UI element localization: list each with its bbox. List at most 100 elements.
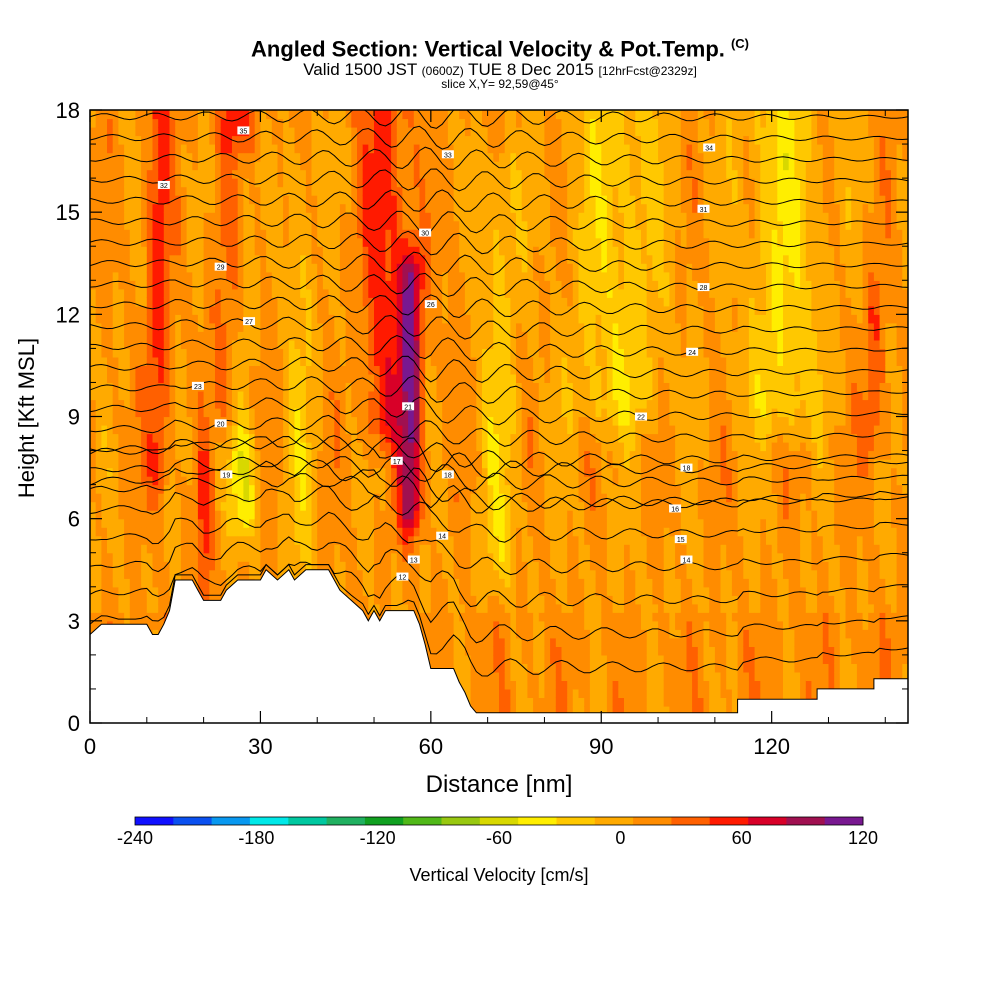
velocity-cell xyxy=(402,118,409,128)
velocity-cell xyxy=(413,595,421,605)
velocity-cell xyxy=(362,501,369,511)
velocity-cell xyxy=(322,433,330,443)
velocity-cell xyxy=(180,229,188,239)
velocity-cell xyxy=(163,365,171,375)
velocity-cell xyxy=(192,348,199,358)
velocity-cell xyxy=(311,118,318,128)
velocity-cell xyxy=(197,518,205,528)
velocity-cell xyxy=(254,220,261,230)
velocity-cell xyxy=(266,552,273,562)
velocity-cell xyxy=(243,450,250,460)
velocity-cell xyxy=(237,254,244,264)
velocity-cell xyxy=(203,195,210,205)
velocity-cell xyxy=(442,433,449,443)
velocity-cell xyxy=(339,144,347,154)
velocity-cell xyxy=(436,280,443,290)
velocity-cell xyxy=(425,425,432,435)
velocity-cell xyxy=(447,612,455,622)
velocity-cell xyxy=(425,450,432,460)
velocity-cell xyxy=(203,220,210,230)
velocity-cell xyxy=(152,373,159,383)
velocity-cell xyxy=(135,459,142,469)
velocity-cell xyxy=(192,331,199,341)
velocity-cell xyxy=(311,408,318,418)
velocity-cell xyxy=(317,263,324,273)
velocity-cell xyxy=(152,629,159,639)
velocity-cell xyxy=(436,578,443,588)
velocity-cell xyxy=(419,161,426,171)
velocity-cell xyxy=(90,425,97,435)
velocity-cell xyxy=(396,578,404,588)
velocity-cell xyxy=(374,305,381,315)
velocity-cell xyxy=(283,518,290,528)
velocity-cell xyxy=(158,612,165,622)
velocity-cell xyxy=(95,127,102,137)
velocity-cell xyxy=(283,135,290,145)
velocity-cell xyxy=(107,391,114,401)
velocity-cell xyxy=(152,399,159,409)
velocity-cell xyxy=(232,382,239,392)
velocity-cell xyxy=(175,263,182,273)
velocity-cell xyxy=(402,314,409,324)
velocity-cell xyxy=(180,348,188,358)
velocity-cell xyxy=(322,305,330,315)
velocity-cell xyxy=(112,297,119,307)
velocity-cell xyxy=(220,271,227,281)
velocity-cell xyxy=(186,476,193,486)
velocity-cell xyxy=(391,433,398,443)
velocity-cell xyxy=(152,127,159,137)
velocity-cell xyxy=(107,518,114,528)
velocity-cell xyxy=(374,237,381,247)
velocity-cell xyxy=(464,254,472,264)
velocity-cell xyxy=(391,220,398,230)
velocity-cell xyxy=(317,408,324,418)
velocity-cell xyxy=(118,527,125,537)
velocity-cell xyxy=(209,305,216,315)
velocity-cell xyxy=(442,161,449,171)
velocity-cell xyxy=(288,161,296,171)
velocity-cell xyxy=(220,161,227,171)
velocity-cell xyxy=(305,484,313,494)
velocity-cell xyxy=(470,688,477,698)
velocity-cell xyxy=(266,425,273,435)
velocity-cell xyxy=(243,169,250,179)
velocity-cell xyxy=(419,586,426,596)
velocity-cell xyxy=(379,382,386,392)
velocity-cell xyxy=(118,356,125,366)
velocity-cell xyxy=(135,450,142,460)
velocity-cell xyxy=(203,246,210,256)
velocity-cell xyxy=(146,186,154,196)
velocity-cell xyxy=(141,373,148,383)
velocity-cell xyxy=(226,382,233,392)
velocity-cell xyxy=(464,663,472,673)
velocity-cell xyxy=(430,442,438,452)
velocity-cell xyxy=(322,178,330,188)
velocity-cell xyxy=(118,578,125,588)
velocity-cell xyxy=(334,305,341,315)
velocity-cell xyxy=(129,297,137,307)
velocity-cell xyxy=(362,186,369,196)
velocity-cell xyxy=(101,195,108,205)
velocity-cell xyxy=(425,578,432,588)
velocity-cell xyxy=(476,561,483,571)
velocity-cell xyxy=(266,493,273,503)
velocity-cell xyxy=(186,365,193,375)
velocity-cell xyxy=(90,552,97,562)
velocity-cell xyxy=(413,237,421,247)
velocity-cell xyxy=(95,518,102,528)
velocity-cell xyxy=(180,382,188,392)
velocity-cell xyxy=(379,331,386,341)
velocity-cell xyxy=(413,527,421,537)
velocity-cell xyxy=(413,195,421,205)
velocity-cell xyxy=(408,220,415,230)
velocity-cell xyxy=(254,186,261,196)
velocity-cell xyxy=(362,110,369,120)
velocity-cell xyxy=(464,408,472,418)
velocity-cell xyxy=(351,373,358,383)
velocity-cell xyxy=(396,493,404,503)
velocity-cell xyxy=(180,459,188,469)
velocity-cell xyxy=(300,391,307,401)
velocity-cell xyxy=(300,263,307,273)
velocity-cell xyxy=(90,408,97,418)
velocity-cell xyxy=(470,322,477,332)
